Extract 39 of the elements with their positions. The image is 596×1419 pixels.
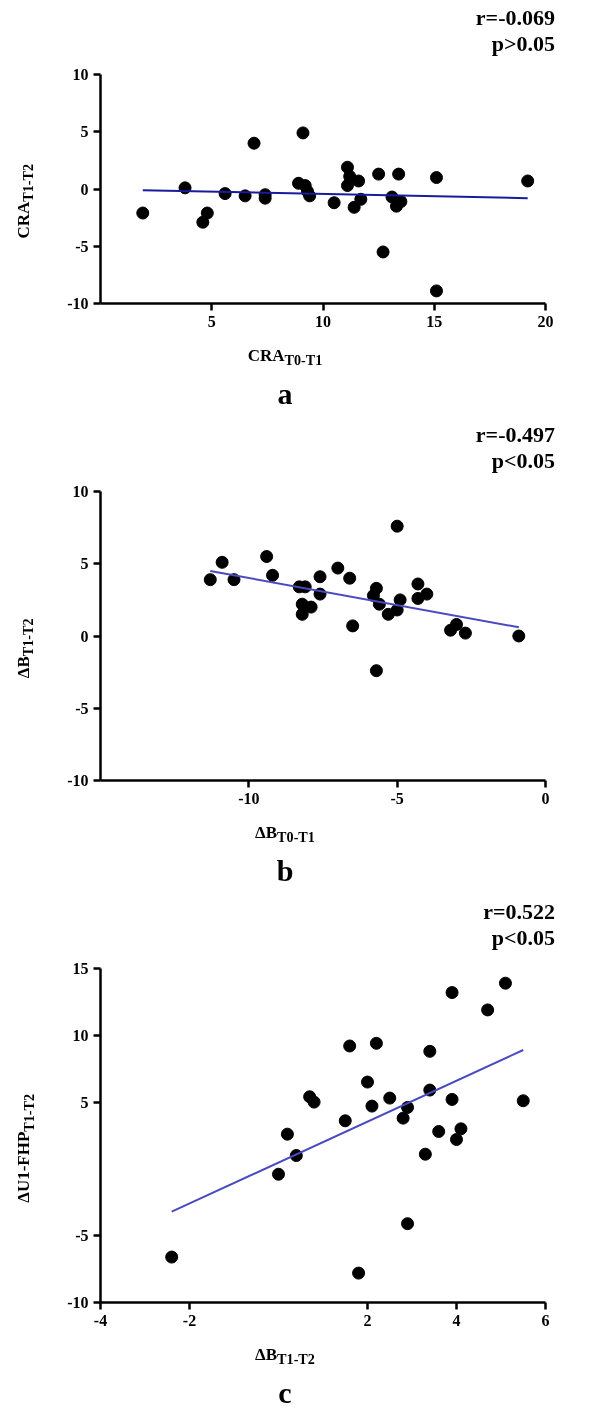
y-tick-label: 10 <box>72 483 89 500</box>
y-tick-label: -5 <box>75 699 89 717</box>
x-tick-label: 15 <box>426 312 443 330</box>
x-tick-label: 2 <box>363 1311 372 1329</box>
x-tick-label: -4 <box>93 1311 108 1329</box>
y-tick-label: -5 <box>75 237 89 255</box>
x-tick-label: 6 <box>541 1311 550 1329</box>
x-tick-label: 5 <box>207 312 216 330</box>
x-tick-label: 10 <box>315 312 331 330</box>
y-tick-label: 0 <box>80 627 89 645</box>
x-tick-label: -2 <box>182 1311 197 1329</box>
text: p>0.05 <box>491 31 555 56</box>
text: r=-0.497 <box>475 422 555 447</box>
text: r=0.522 <box>483 899 555 924</box>
y-tick-label: 5 <box>80 555 89 573</box>
text: r=-0.069 <box>475 5 555 30</box>
y-tick-label: -10 <box>67 295 89 312</box>
y-tick-label: 10 <box>72 1026 89 1044</box>
x-axis-title: ΔB$_{T1-T2}$ <box>254 1344 316 1370</box>
y-tick-label: 5 <box>80 1093 89 1111</box>
text: p<0.05 <box>491 925 555 950</box>
x-tick-label: -5 <box>390 789 404 807</box>
x-axis-title: CRA$_{T0-T1}$ <box>246 345 324 371</box>
y-tick-label: -10 <box>67 772 89 789</box>
text: b <box>275 854 295 887</box>
y-tick-label: 0 <box>80 180 89 198</box>
text: p<0.05 <box>491 448 555 473</box>
text: c <box>277 1376 293 1409</box>
text: a <box>276 377 294 410</box>
y-tick-label: 15 <box>72 960 89 977</box>
y-tick-label: 10 <box>72 66 89 83</box>
x-tick-label: -10 <box>238 789 260 807</box>
y-tick-label: 5 <box>80 123 89 141</box>
x-tick-label: 20 <box>537 312 554 330</box>
x-tick-label: 0 <box>541 789 550 807</box>
x-axis-title: ΔB$_{T0-T1}$ <box>254 822 316 848</box>
x-tick-label: 4 <box>452 1311 461 1329</box>
y-tick-label: -5 <box>75 1227 89 1245</box>
y-tick-label: -10 <box>67 1294 89 1311</box>
